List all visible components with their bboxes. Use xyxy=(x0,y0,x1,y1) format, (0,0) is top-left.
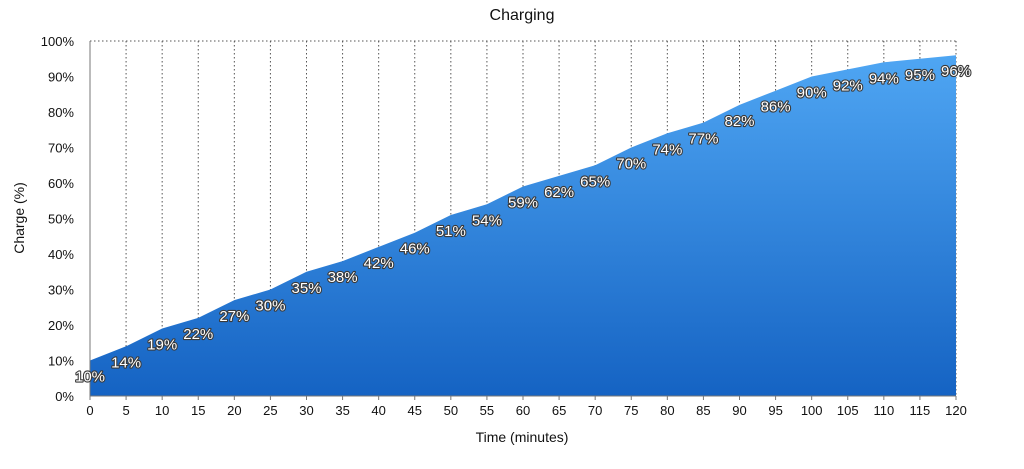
data-label-5: 14% xyxy=(111,354,141,371)
data-label-65: 62% xyxy=(544,184,574,201)
x-tick-label: 60 xyxy=(516,403,530,418)
x-tick-label: 85 xyxy=(696,403,710,418)
y-tick-label: 40% xyxy=(48,247,74,262)
data-label-15: 22% xyxy=(183,326,213,343)
area-series xyxy=(90,55,956,396)
data-label-60: 59% xyxy=(508,195,538,212)
x-tick-label: 100 xyxy=(801,403,823,418)
data-label-120: 96% xyxy=(941,63,971,80)
y-tick-label: 70% xyxy=(48,141,74,156)
data-label-85: 77% xyxy=(688,131,718,148)
x-tick-label: 0 xyxy=(86,403,93,418)
x-tick-label: 120 xyxy=(945,403,967,418)
data-label-0: 10% xyxy=(75,369,105,386)
data-label-45: 46% xyxy=(400,241,430,258)
data-label-105: 92% xyxy=(833,77,863,94)
data-label-40: 42% xyxy=(364,255,394,272)
x-tick-label: 35 xyxy=(335,403,349,418)
x-tick-label: 25 xyxy=(263,403,277,418)
data-label-10: 19% xyxy=(147,337,177,354)
data-label-90: 82% xyxy=(724,113,754,130)
x-tick-label: 70 xyxy=(588,403,602,418)
data-label-80: 74% xyxy=(652,141,682,158)
data-label-20: 27% xyxy=(219,308,249,325)
y-tick-label: 30% xyxy=(48,283,74,298)
y-tick-label: 60% xyxy=(48,176,74,191)
x-axis-label: Time (minutes) xyxy=(476,429,569,445)
data-label-115: 95% xyxy=(905,67,935,84)
data-label-25: 30% xyxy=(255,298,285,315)
data-label-35: 38% xyxy=(328,269,358,286)
y-tick-label: 0% xyxy=(55,389,74,404)
x-tick-label: 40 xyxy=(371,403,385,418)
data-label-75: 70% xyxy=(616,156,646,173)
y-tick-label: 100% xyxy=(41,34,75,49)
x-tick-label: 5 xyxy=(122,403,129,418)
y-tick-label: 80% xyxy=(48,105,74,120)
data-label-30: 35% xyxy=(291,280,321,297)
data-label-110: 94% xyxy=(869,70,899,87)
x-tick-label: 65 xyxy=(552,403,566,418)
data-label-50: 51% xyxy=(436,223,466,240)
y-tick-label: 50% xyxy=(48,212,74,227)
x-tick-label: 110 xyxy=(873,403,894,418)
data-label-95: 86% xyxy=(761,99,791,116)
y-tick-label: 90% xyxy=(48,70,74,85)
data-labels: 10% 14% 19% 22% 27% 30% 35% 38% 42% 46% 51% 54% 59% 6… xyxy=(74,62,972,387)
data-label-70: 65% xyxy=(580,173,610,190)
x-tick-label: 50 xyxy=(444,403,458,418)
x-tick-label: 30 xyxy=(299,403,313,418)
x-tick-label: 95 xyxy=(768,403,782,418)
data-label-100: 90% xyxy=(797,85,827,102)
x-tick-label: 75 xyxy=(624,403,638,418)
x-tick-label: 45 xyxy=(408,403,422,418)
y-tick-label: 10% xyxy=(48,354,74,369)
axes: 0%10%20%30%40%50%60%70%80%90%100%0 5 10 15 2… xyxy=(41,34,967,418)
area-fill xyxy=(90,55,956,396)
x-tick-label: 55 xyxy=(480,403,494,418)
x-tick-label: 80 xyxy=(660,403,674,418)
x-tick-label: 90 xyxy=(732,403,746,418)
x-tick-label: 15 xyxy=(191,403,205,418)
grid-lines xyxy=(90,40,957,396)
chart-title: Charging xyxy=(490,7,555,24)
x-tick-label: 20 xyxy=(227,403,241,418)
x-tick-label: 10 xyxy=(155,403,169,418)
y-axis-label: Charge (%) xyxy=(11,182,27,254)
x-tick-label: 105 xyxy=(837,403,859,418)
y-tick-label: 20% xyxy=(48,318,74,333)
data-label-55: 54% xyxy=(472,212,502,229)
x-tick-label: 115 xyxy=(910,403,931,418)
